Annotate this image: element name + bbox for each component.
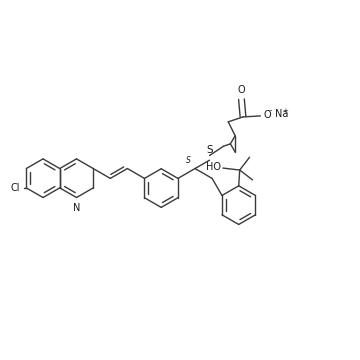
Text: Na: Na — [275, 109, 288, 120]
Text: +: + — [283, 108, 288, 114]
Text: N: N — [73, 203, 80, 212]
Text: S: S — [186, 156, 191, 165]
Text: HO: HO — [206, 162, 221, 172]
Text: O: O — [263, 110, 271, 120]
Text: O: O — [238, 85, 245, 95]
Text: ·: · — [268, 105, 272, 118]
Text: S: S — [206, 145, 213, 156]
Text: Cl: Cl — [10, 183, 20, 193]
